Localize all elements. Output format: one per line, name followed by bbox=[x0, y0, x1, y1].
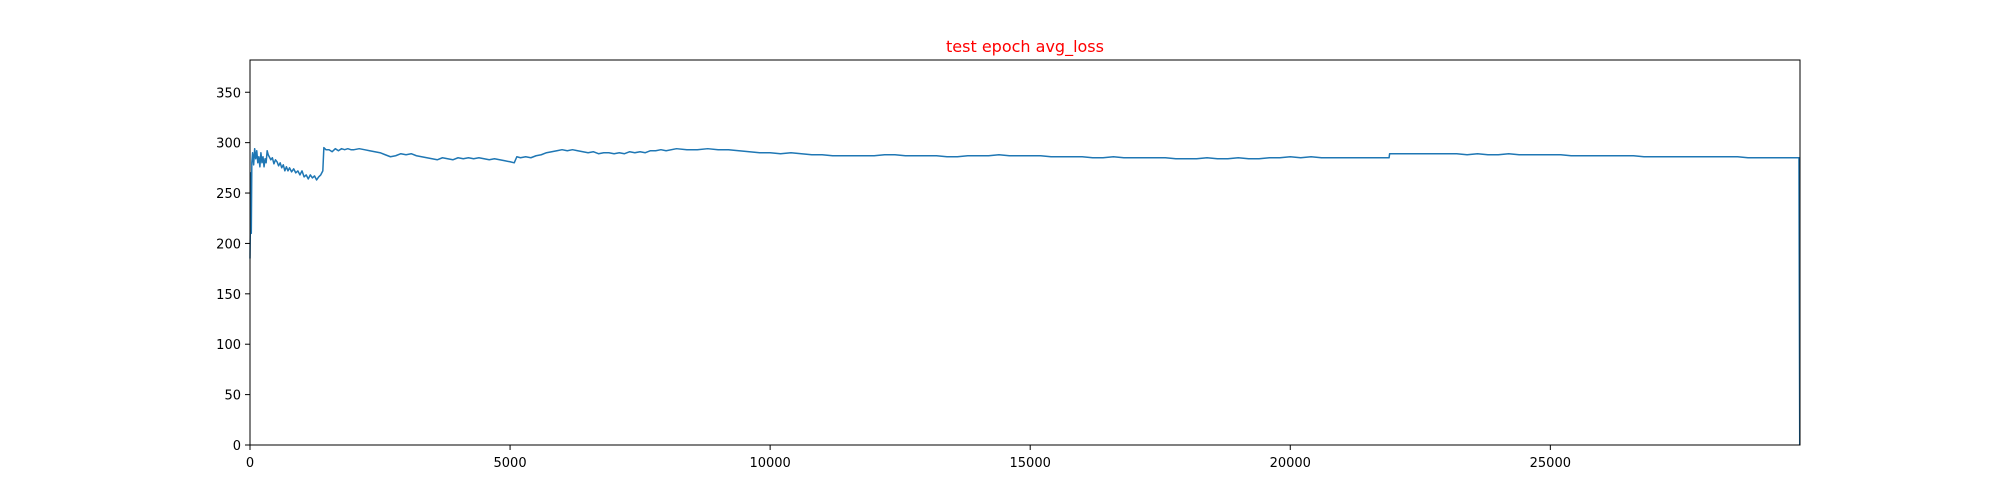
x-tick-label: 25000 bbox=[1530, 456, 1571, 471]
y-tick-label: 250 bbox=[216, 187, 241, 202]
x-tick-label: 10000 bbox=[749, 456, 790, 471]
plot-area bbox=[249, 146, 1801, 446]
y-tick-label: 150 bbox=[216, 288, 241, 303]
y-tick-label: 100 bbox=[216, 338, 241, 353]
x-tick-label: 20000 bbox=[1270, 456, 1311, 471]
x-tick-label: 15000 bbox=[1010, 456, 1051, 471]
axes: 0 5000 10000 15000 20000 25000 0 50 100 150 200 250… bbox=[216, 86, 1571, 471]
y-tick-label: 200 bbox=[216, 237, 241, 252]
y-tick-label: 0 bbox=[233, 439, 241, 454]
y-tick-label: 300 bbox=[216, 137, 241, 152]
series-line-0 bbox=[249, 146, 1801, 446]
y-tick-label: 350 bbox=[216, 86, 241, 101]
chart-title: test epoch avg_loss bbox=[946, 37, 1104, 57]
plot-frame bbox=[249, 59, 1801, 446]
x-tick-label: 0 bbox=[246, 456, 254, 471]
x-tick-label: 5000 bbox=[494, 456, 527, 471]
y-tick-label: 50 bbox=[224, 389, 241, 404]
